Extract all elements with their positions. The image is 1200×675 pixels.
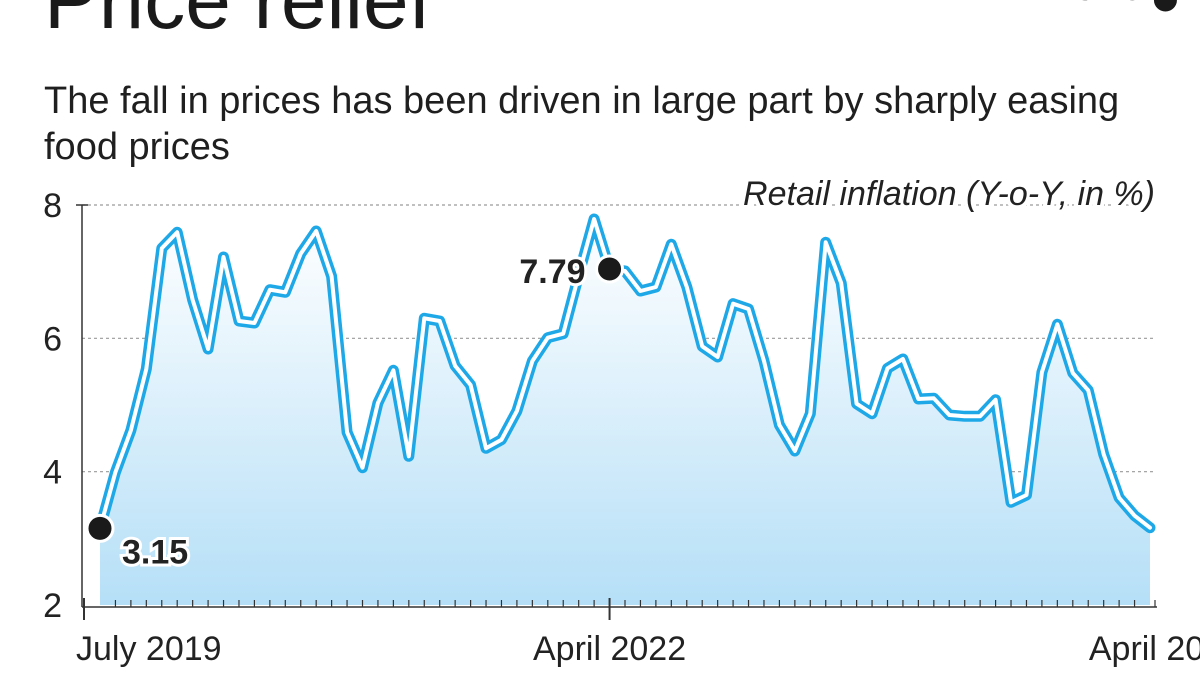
- x-tick-label: July 2019: [76, 630, 222, 668]
- series-line-inner: [98, 217, 1152, 531]
- x-tick-label: April 2022: [533, 630, 686, 668]
- y-tick-label: 2: [43, 587, 62, 625]
- y-tick-label: 8: [43, 187, 62, 225]
- area-fill: [100, 219, 1150, 605]
- y-tick-label: 6: [43, 320, 62, 358]
- chart-title: Price relief: [44, 0, 432, 46]
- point-marker: [1150, 0, 1180, 15]
- data-label: 3.15: [122, 533, 188, 571]
- chart-subtitle: The fall in prices has been driven in la…: [44, 80, 1120, 168]
- point-marker: [85, 513, 115, 543]
- series-label: Retail inflation (Y-o-Y, in %): [743, 175, 1155, 213]
- data-label: 7.79: [519, 253, 585, 291]
- data-label: 3.16: [1075, 0, 1141, 8]
- point-marker: [595, 254, 625, 284]
- y-tick-label: 4: [43, 454, 62, 492]
- x-tick-label: April 2025: [1089, 630, 1200, 668]
